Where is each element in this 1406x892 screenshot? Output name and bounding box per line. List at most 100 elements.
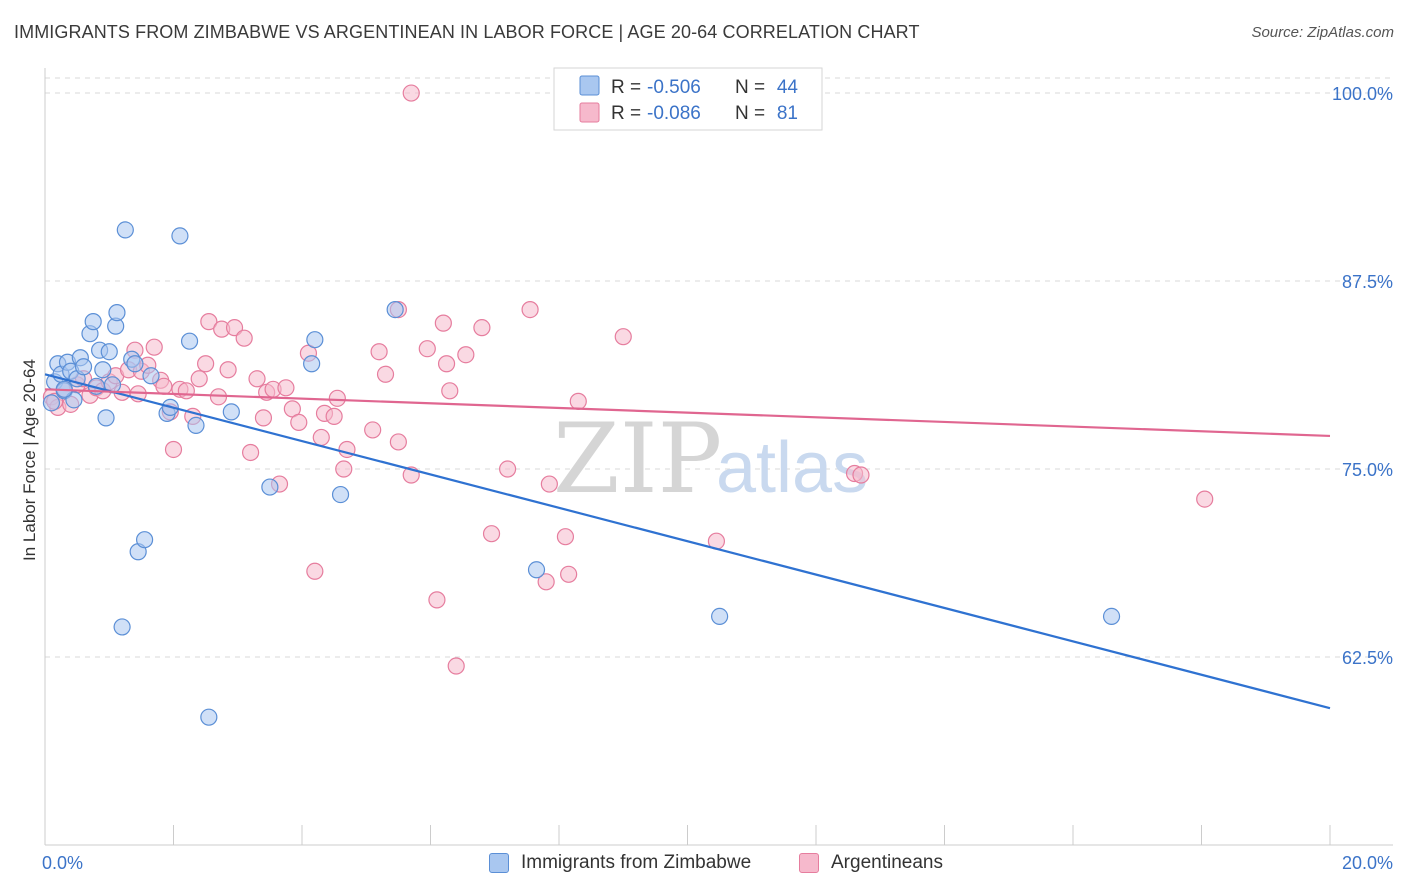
y-tick-label-2: 87.5% <box>1342 272 1393 292</box>
trendlines <box>44 373 1331 710</box>
pink-point-35 <box>254 409 273 427</box>
pink-point-41 <box>290 413 308 431</box>
blue-point-41 <box>711 607 729 626</box>
legend-n-label-1: N = <box>735 77 765 98</box>
pink-point-56 <box>418 340 436 358</box>
pink-point-34 <box>248 370 266 388</box>
pink-point-26 <box>197 355 215 373</box>
legend-box: R = -0.506 N = 44 R = -0.086 N = 81 <box>553 67 823 131</box>
blue-point-27 <box>142 367 160 385</box>
legend-n-value-2: 81 <box>777 103 798 124</box>
watermark-zip: ZIP <box>553 403 722 515</box>
legend-r-label-1: R = <box>611 77 641 98</box>
pink-point-66 <box>521 301 539 319</box>
blue-point-21 <box>113 618 131 636</box>
pink-point-21 <box>164 440 183 459</box>
pink-point-27 <box>200 313 218 331</box>
blue-point-34 <box>222 403 240 421</box>
axes <box>44 68 1393 846</box>
pink-point-64 <box>482 525 501 543</box>
y-tick-labels: 62.5% 75.0% 87.5% 100.0% <box>1332 84 1393 668</box>
pink-point-52 <box>376 365 395 383</box>
blue-point-30 <box>171 227 189 245</box>
pink-point-70 <box>560 565 578 583</box>
y-axis-title: In Labor Force | Age 20-64 <box>20 359 39 561</box>
pink-point-30 <box>219 361 237 379</box>
zimbabwe-points <box>42 221 1121 726</box>
source-label: Source: ZipAtlas.com <box>1251 24 1394 41</box>
pink-point-63 <box>473 319 491 337</box>
blue-point-40 <box>527 561 546 579</box>
pink-point-57 <box>428 591 446 609</box>
pink-point-67 <box>537 573 555 591</box>
pink-point-71 <box>569 392 587 410</box>
y-tick-label-1: 75.0% <box>1342 460 1393 480</box>
pink-point-58 <box>434 314 452 332</box>
pink-point-47 <box>328 389 346 407</box>
blue-point-12 <box>84 313 102 331</box>
legend-swatch-argentineans <box>799 853 819 873</box>
legend-n-label-2: N = <box>735 103 765 124</box>
bottom-legend-label-argentineans: Argentineans <box>831 852 943 873</box>
gridlines <box>45 77 1393 658</box>
pink-point-68 <box>540 475 558 493</box>
trendline-argentineans <box>44 388 1331 438</box>
bottom-legend-item-zimbabwe: Immigrants from Zimbabwe <box>489 852 751 874</box>
bottom-legend-item-argentineans: Argentineans <box>799 852 943 874</box>
argentineans-points <box>42 84 1214 675</box>
blue-point-38 <box>331 485 350 504</box>
blue-point-15 <box>94 361 112 379</box>
y-tick-label-3: 100.0% <box>1332 84 1393 104</box>
legend-n-value-1: 44 <box>777 77 799 98</box>
legend-swatch-zimbabwe <box>489 853 509 873</box>
legend-r-value-2: -0.086 <box>647 103 701 124</box>
x-tick-label-min: 0.0% <box>42 853 83 873</box>
pink-point-72 <box>614 328 632 346</box>
pink-point-54 <box>389 433 407 451</box>
legend-r-value-1: -0.506 <box>647 77 701 98</box>
legend-swatch-blue <box>579 75 600 96</box>
bottom-legend: Immigrants from Zimbabwe Argentineans <box>0 852 1406 878</box>
blue-point-10 <box>74 358 93 376</box>
x-tick-label-max: 20.0% <box>1342 853 1393 873</box>
chart-title: IMMIGRANTS FROM ZIMBABWE VS ARGENTINEAN … <box>14 22 920 42</box>
trendline-zimbabwe <box>44 373 1331 710</box>
pink-point-69 <box>556 528 575 546</box>
blue-point-37 <box>306 331 324 349</box>
pink-point-79 <box>402 84 420 102</box>
pink-point-46 <box>325 407 343 425</box>
blue-point-31 <box>180 332 199 350</box>
blue-point-16 <box>97 409 115 427</box>
pink-point-48 <box>335 460 353 478</box>
pink-point-43 <box>306 562 324 580</box>
blue-point-7 <box>65 391 83 409</box>
legend-swatch-pink <box>579 102 600 123</box>
blue-point-0 <box>42 394 61 412</box>
pink-point-32 <box>235 329 253 347</box>
pink-point-31 <box>225 319 244 337</box>
blue-point-42 <box>1102 607 1121 626</box>
blue-point-39 <box>386 301 404 319</box>
blue-point-36 <box>303 355 321 373</box>
pink-point-50 <box>364 421 382 439</box>
blue-point-24 <box>126 355 144 373</box>
y-tick-label-0: 62.5% <box>1342 648 1393 668</box>
pink-point-77 <box>852 466 870 484</box>
pink-point-17 <box>145 338 163 356</box>
pink-point-62 <box>457 346 475 364</box>
pink-point-61 <box>447 657 465 675</box>
blue-point-32 <box>187 416 205 435</box>
blue-point-17 <box>100 343 118 361</box>
pink-point-23 <box>177 382 195 400</box>
blue-point-35 <box>261 478 279 496</box>
pink-point-33 <box>242 443 260 462</box>
blue-point-20 <box>108 304 126 322</box>
pink-point-39 <box>277 379 295 397</box>
pink-point-60 <box>441 382 459 400</box>
legend-r-label-2: R = <box>611 103 641 124</box>
pink-point-78 <box>1196 490 1214 508</box>
pink-point-51 <box>370 343 388 361</box>
pink-point-65 <box>499 460 517 478</box>
pink-point-25 <box>190 370 208 388</box>
